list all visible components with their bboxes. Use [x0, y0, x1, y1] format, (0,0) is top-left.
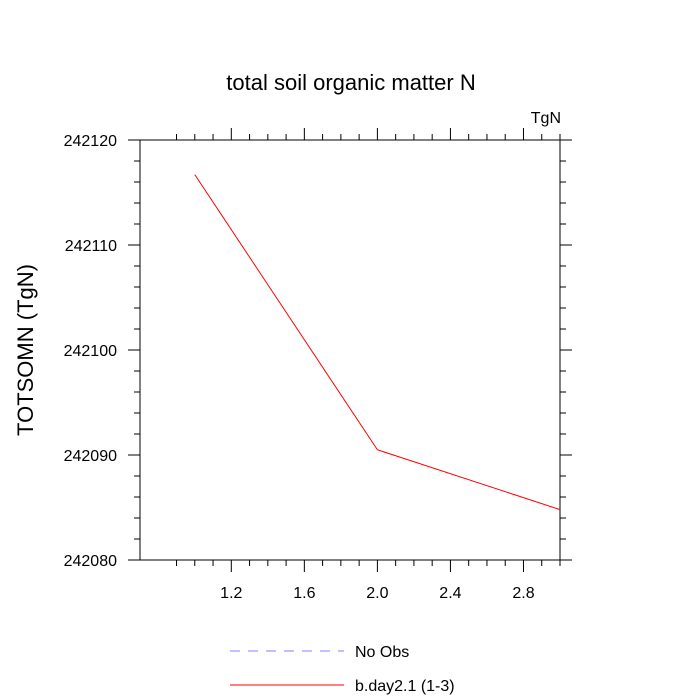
series-line [194, 174, 561, 511]
y-tick-label: 242120 [64, 133, 117, 150]
y-tick-label: 242080 [64, 553, 117, 570]
units-label: TgN [531, 110, 561, 127]
x-tick-label: 2.0 [366, 585, 388, 602]
legend: No Obs b.day2.1 (1-3) [230, 644, 455, 695]
x-tick-label: 2.8 [512, 585, 534, 602]
y-tick-label: 242110 [65, 238, 117, 255]
axis-ticks [128, 128, 572, 572]
y-axis-label: TOTSOMN (TgN) [13, 264, 38, 436]
legend-label: No Obs [355, 644, 409, 661]
y-tick-label: 242090 [64, 448, 117, 465]
legend-label: b.day2.1 (1-3) [355, 678, 455, 695]
x-tick-label: 2.4 [439, 585, 461, 602]
chart-title: total soil organic matter N [226, 70, 475, 95]
x-tick-label: 1.2 [220, 585, 242, 602]
series-layer [194, 174, 561, 511]
x-tick-label: 1.6 [293, 585, 315, 602]
plot-frame [139, 139, 561, 561]
y-tick-label: 242100 [64, 343, 117, 360]
tick-labels: 1.2 1.6 2.0 2.4 2.8 242080 242090 242100 242110 2… [64, 133, 535, 602]
